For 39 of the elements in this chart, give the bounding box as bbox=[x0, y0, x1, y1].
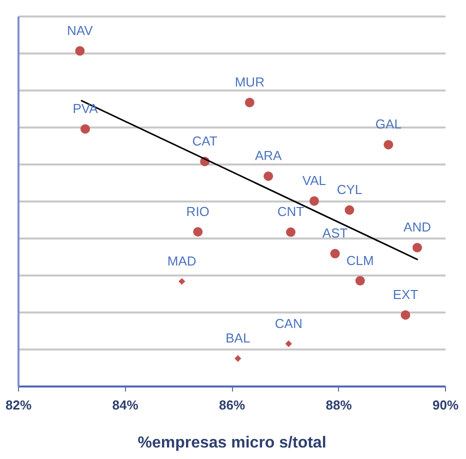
point bbox=[355, 276, 365, 286]
point bbox=[234, 355, 242, 362]
annotation: AND bbox=[404, 220, 431, 235]
point bbox=[309, 196, 319, 206]
annotation: NAV bbox=[67, 22, 94, 38]
point bbox=[330, 248, 340, 258]
annotation: VAL bbox=[302, 173, 326, 188]
annotation: CNT bbox=[277, 204, 304, 220]
x-tick-label: 82% bbox=[5, 398, 32, 412]
point bbox=[193, 227, 203, 237]
point bbox=[75, 46, 85, 56]
annotation: ARA bbox=[254, 148, 282, 164]
point bbox=[400, 310, 410, 320]
annotation: AST bbox=[322, 226, 348, 241]
point bbox=[178, 278, 186, 285]
point bbox=[244, 98, 254, 108]
point bbox=[264, 171, 274, 181]
point bbox=[286, 227, 296, 237]
x-axis-title: %empresas micro s/total bbox=[138, 434, 326, 452]
point bbox=[285, 340, 292, 348]
point bbox=[344, 205, 354, 215]
annotation: CAT bbox=[192, 133, 218, 148]
annotation: EXT bbox=[392, 286, 418, 302]
annotation: BAL bbox=[226, 330, 250, 346]
annotation: CYL bbox=[336, 182, 362, 198]
point bbox=[412, 242, 422, 252]
point bbox=[384, 140, 394, 150]
annotation: GAL bbox=[375, 116, 402, 132]
x-tick-label: 86% bbox=[218, 398, 246, 412]
x-tick-label: 90% bbox=[432, 398, 459, 412]
x-tick-label: 84% bbox=[112, 398, 139, 412]
annotation: MAD bbox=[167, 253, 196, 268]
annotation: MUR bbox=[234, 74, 264, 90]
annotation: PVA bbox=[72, 100, 98, 116]
annotation: CAN bbox=[274, 316, 302, 331]
annotation: CLM bbox=[346, 252, 374, 268]
annotation: RIO bbox=[186, 204, 210, 219]
x-tick-label: 88% bbox=[326, 398, 352, 412]
point bbox=[80, 124, 90, 134]
